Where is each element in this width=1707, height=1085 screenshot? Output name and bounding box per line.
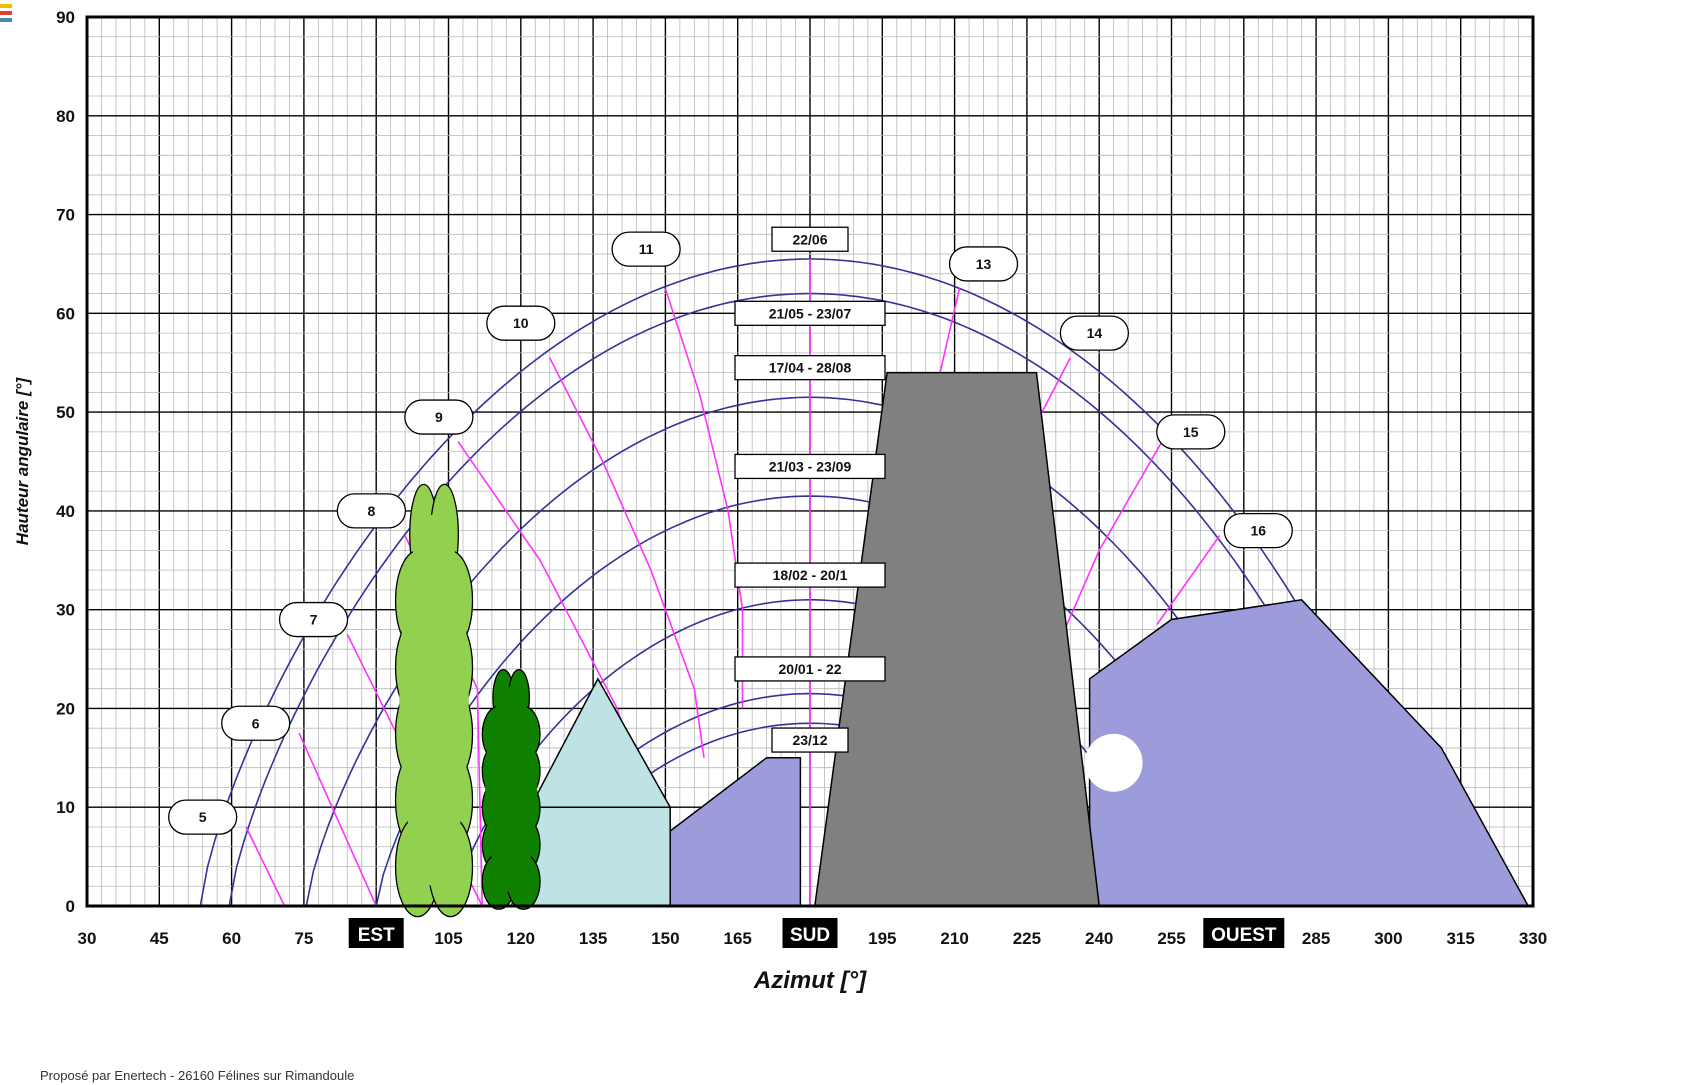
- hour-bubble: [948, 246, 1019, 282]
- x-tick-label: 60: [222, 929, 241, 948]
- tree-core: [485, 686, 538, 893]
- x-axis-title: Azimut [°]: [753, 967, 867, 994]
- hour-line-15: [1059, 441, 1163, 640]
- hour-bubble-label: 15: [1183, 424, 1199, 440]
- house-base: [529, 806, 671, 907]
- direction-box: [1203, 918, 1285, 948]
- hour-bubble-label: 8: [367, 503, 375, 519]
- obstacles-front: [394, 371, 1530, 918]
- sun-path-label-box: [734, 656, 886, 682]
- y-tick-label: 80: [56, 107, 75, 126]
- x-tick-label: 120: [507, 929, 535, 948]
- tree-core: [399, 514, 469, 887]
- sun-path-label: 17/04 - 28/08: [769, 360, 852, 376]
- house-roof: [529, 677, 672, 808]
- y-tick-label: 30: [56, 601, 75, 620]
- direction-box: [348, 918, 404, 948]
- sun-path-label-box: [734, 300, 886, 326]
- hour-line-5: [245, 826, 286, 907]
- hour-bubble-label: 6: [252, 715, 260, 731]
- hour-bubble: [486, 305, 556, 341]
- sun-path-label: 21/03 - 23/09: [769, 458, 852, 474]
- hour-bubble: [1223, 512, 1293, 549]
- x-tick-label: 45: [150, 929, 169, 948]
- y-tick-label: 60: [56, 304, 75, 323]
- direction-label: SUD: [790, 925, 830, 946]
- x-tick-label: 315: [1447, 929, 1475, 948]
- sun-path-curve: [199, 258, 1416, 907]
- x-tick-label: 135: [579, 929, 607, 948]
- path-labels: 22/06 21/05 - 23/07 17/04 - 28/08 21/03 - 2…: [168, 226, 1293, 835]
- sun-path-label: 21/05 - 23/07: [769, 305, 852, 321]
- x-tick-label: 195: [868, 929, 896, 948]
- direction-label: EST: [358, 925, 395, 946]
- tower: [813, 371, 1101, 907]
- hour-bubble: [1059, 315, 1130, 351]
- x-tick-label: 225: [1013, 929, 1041, 948]
- hour-bubble: [1156, 414, 1226, 450]
- sun-disc: [1084, 733, 1143, 792]
- sun-path-label-box: [734, 355, 886, 381]
- x-tick-label: 165: [724, 929, 752, 948]
- sun-path-curve: [305, 396, 1313, 907]
- plot-frame: [85, 15, 1535, 908]
- sun-path-label-box: [771, 727, 849, 753]
- tick-labels: 30 45 60 75 EST 105 120 135 150 165 SUD 195 210 225 24…: [56, 8, 1547, 948]
- hour-bubble: [404, 399, 474, 435]
- y-tick-label: 40: [56, 502, 75, 521]
- y-tick-label: 90: [56, 8, 75, 27]
- tree-dark: [481, 668, 541, 910]
- direction-label: OUEST: [1211, 925, 1277, 946]
- hour-bubble-label: 9: [435, 409, 443, 425]
- hour-bubble: [168, 799, 238, 835]
- y-tick-label: 10: [56, 798, 75, 817]
- x-tick-label: 75: [294, 929, 313, 948]
- sun-path-label: 20/01 - 22: [778, 661, 841, 677]
- x-tick-label: 105: [434, 929, 462, 948]
- hour-bubble-label: 13: [976, 256, 992, 272]
- x-tick-label: 330: [1519, 929, 1547, 948]
- direction-box: [782, 918, 838, 948]
- y-axis-title: Hauteur angulaire [°]: [13, 376, 32, 545]
- sun-path-label: 22/06: [792, 231, 827, 247]
- x-tick-label: 210: [940, 929, 968, 948]
- brand-mark-icon: [0, 4, 12, 25]
- sun-path-label: 23/12: [792, 732, 827, 748]
- y-tick-label: 20: [56, 699, 75, 718]
- sun-path-label-box: [734, 562, 886, 588]
- hour-line-6: [298, 732, 377, 907]
- hour-bubble-label: 11: [639, 241, 654, 257]
- y-tick-label: 70: [56, 206, 75, 225]
- hill-right: [1088, 598, 1530, 907]
- hour-bubble-label: 7: [310, 612, 318, 628]
- x-tick-label: 300: [1374, 929, 1402, 948]
- hour-line-10: [548, 357, 705, 758]
- hour-bubble-label: 16: [1250, 523, 1266, 539]
- footer-credit: Proposé par Enertech - 26160 Félines sur…: [40, 1068, 355, 1083]
- x-tick-label: 240: [1085, 929, 1113, 948]
- hour-line-11: [664, 288, 744, 709]
- y-tick-label: 50: [56, 403, 75, 422]
- hour-bubble: [336, 493, 407, 529]
- hour-bubble: [278, 601, 349, 638]
- hour-line-16: [1156, 535, 1221, 625]
- hour-bubble: [611, 231, 681, 267]
- x-tick-label: 255: [1157, 929, 1185, 948]
- sun-path-label-box: [734, 453, 886, 480]
- hour-bubble-label: 5: [199, 809, 207, 825]
- x-tick-label: 285: [1302, 929, 1330, 948]
- hour-line-13: [939, 288, 961, 373]
- x-tick-label: 30: [78, 929, 97, 948]
- tree-light: [394, 483, 474, 918]
- hour-bubble-label: 10: [513, 315, 529, 331]
- sun-path-label: 18/02 - 20/1: [773, 567, 848, 583]
- y-tick-label: 0: [66, 897, 75, 916]
- sun-path-label-box: [771, 226, 849, 252]
- x-tick-label: 150: [651, 929, 679, 948]
- hour-bubble: [221, 705, 291, 741]
- hour-bubble-label: 14: [1087, 325, 1103, 341]
